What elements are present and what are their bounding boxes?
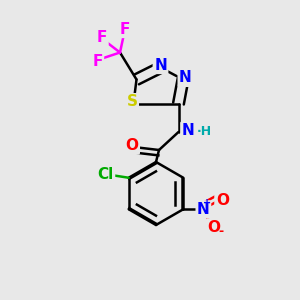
Text: ·H: ·H	[197, 124, 212, 138]
Text: N: N	[179, 70, 192, 86]
Text: N: N	[154, 58, 167, 73]
Text: F: F	[97, 30, 107, 45]
Text: O: O	[125, 138, 139, 153]
Text: -: -	[218, 225, 223, 238]
Text: O: O	[208, 220, 221, 235]
Text: N: N	[182, 123, 194, 138]
Text: O: O	[216, 193, 229, 208]
Text: S: S	[127, 94, 137, 110]
Text: F: F	[92, 54, 103, 69]
Text: N: N	[197, 202, 210, 217]
Text: F: F	[119, 22, 130, 37]
Text: Cl: Cl	[98, 167, 114, 182]
Text: +: +	[203, 198, 211, 208]
